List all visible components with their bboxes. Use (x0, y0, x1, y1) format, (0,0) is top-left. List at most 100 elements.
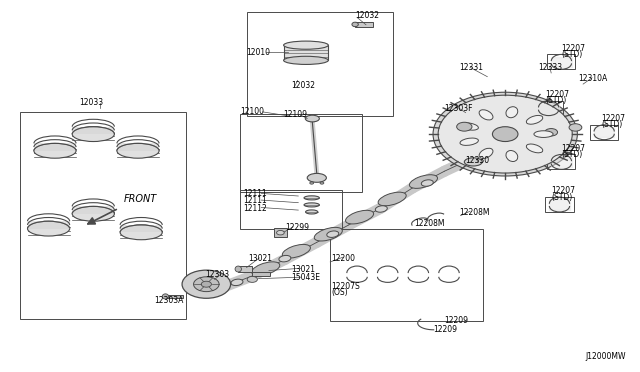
Text: 12200: 12200 (332, 254, 355, 263)
Polygon shape (34, 143, 76, 151)
Ellipse shape (231, 279, 243, 286)
Bar (274, 228, 287, 237)
Ellipse shape (304, 196, 319, 200)
Ellipse shape (421, 180, 433, 186)
Bar (547, 54, 575, 69)
Bar (246, 12, 394, 116)
Circle shape (438, 95, 572, 173)
Ellipse shape (304, 203, 319, 207)
Ellipse shape (307, 173, 326, 182)
Text: 12333: 12333 (538, 63, 563, 72)
Ellipse shape (117, 143, 159, 158)
Circle shape (433, 92, 577, 176)
Text: (STD): (STD) (545, 96, 566, 105)
Text: (STD): (STD) (561, 150, 582, 159)
Circle shape (247, 276, 257, 282)
Ellipse shape (314, 227, 342, 241)
Text: 12033: 12033 (79, 98, 104, 107)
Bar (547, 154, 575, 169)
Text: 12310A: 12310A (579, 74, 608, 83)
Text: 12207: 12207 (561, 144, 586, 153)
Bar (284, 45, 328, 60)
Text: (STD): (STD) (601, 121, 622, 129)
Text: 12299: 12299 (285, 223, 309, 232)
Text: 12112: 12112 (243, 204, 267, 213)
Ellipse shape (284, 41, 328, 49)
Ellipse shape (28, 221, 70, 236)
Text: 12207: 12207 (561, 44, 586, 52)
Ellipse shape (346, 210, 374, 224)
Text: 12331: 12331 (460, 63, 483, 72)
Ellipse shape (506, 151, 518, 161)
Text: J12000MW: J12000MW (585, 352, 625, 361)
Bar (355, 22, 373, 27)
Circle shape (201, 281, 211, 287)
Bar (238, 266, 252, 272)
Text: 12209: 12209 (434, 325, 458, 334)
Text: 12330: 12330 (466, 156, 490, 165)
Ellipse shape (410, 175, 438, 188)
Ellipse shape (479, 110, 493, 120)
Bar (534, 101, 563, 116)
Text: 12207S: 12207S (332, 282, 360, 291)
Polygon shape (538, 103, 559, 113)
Text: 12032: 12032 (355, 11, 379, 20)
Polygon shape (117, 143, 159, 151)
Polygon shape (549, 199, 570, 210)
Ellipse shape (305, 115, 319, 122)
Text: 12303F: 12303F (445, 104, 473, 113)
Text: 12207: 12207 (545, 90, 570, 99)
Bar (20, 112, 186, 320)
Ellipse shape (252, 262, 280, 275)
Text: 12209: 12209 (445, 316, 468, 325)
Bar (240, 190, 342, 229)
Text: 12032: 12032 (291, 81, 316, 90)
Text: (STD): (STD) (561, 50, 582, 59)
Text: 12109: 12109 (284, 110, 308, 119)
Bar (166, 295, 183, 298)
Ellipse shape (163, 294, 169, 299)
Ellipse shape (506, 107, 518, 118)
Ellipse shape (460, 138, 479, 145)
Ellipse shape (120, 225, 163, 240)
Text: 12100: 12100 (240, 108, 264, 116)
Ellipse shape (378, 192, 406, 206)
Ellipse shape (352, 22, 358, 27)
Text: 12010: 12010 (246, 48, 271, 57)
Text: 12208M: 12208M (415, 219, 445, 228)
Text: 12111: 12111 (243, 196, 267, 205)
Circle shape (193, 277, 219, 292)
Circle shape (492, 127, 518, 141)
Text: FRONT: FRONT (124, 194, 157, 204)
Circle shape (182, 270, 230, 298)
Polygon shape (72, 127, 115, 134)
Ellipse shape (72, 127, 115, 141)
Text: 12303: 12303 (205, 270, 229, 279)
Text: 12207: 12207 (551, 186, 575, 195)
Ellipse shape (320, 182, 324, 184)
Ellipse shape (72, 206, 115, 221)
Ellipse shape (460, 123, 479, 130)
Text: 13021: 13021 (291, 265, 316, 274)
Bar (545, 197, 573, 212)
Ellipse shape (526, 115, 543, 124)
Ellipse shape (465, 158, 482, 166)
Ellipse shape (305, 210, 318, 214)
Ellipse shape (327, 231, 339, 237)
Ellipse shape (276, 231, 284, 235)
Polygon shape (551, 57, 572, 67)
Ellipse shape (235, 266, 241, 272)
Polygon shape (120, 225, 163, 232)
Ellipse shape (538, 125, 564, 139)
Circle shape (545, 129, 557, 136)
Ellipse shape (279, 256, 291, 262)
Ellipse shape (34, 143, 76, 158)
Bar (240, 114, 362, 192)
Polygon shape (594, 127, 614, 137)
Ellipse shape (284, 56, 328, 64)
Bar (252, 272, 269, 276)
Text: 12111: 12111 (243, 189, 267, 198)
Ellipse shape (479, 148, 493, 158)
Circle shape (569, 124, 582, 131)
Bar (330, 229, 483, 321)
